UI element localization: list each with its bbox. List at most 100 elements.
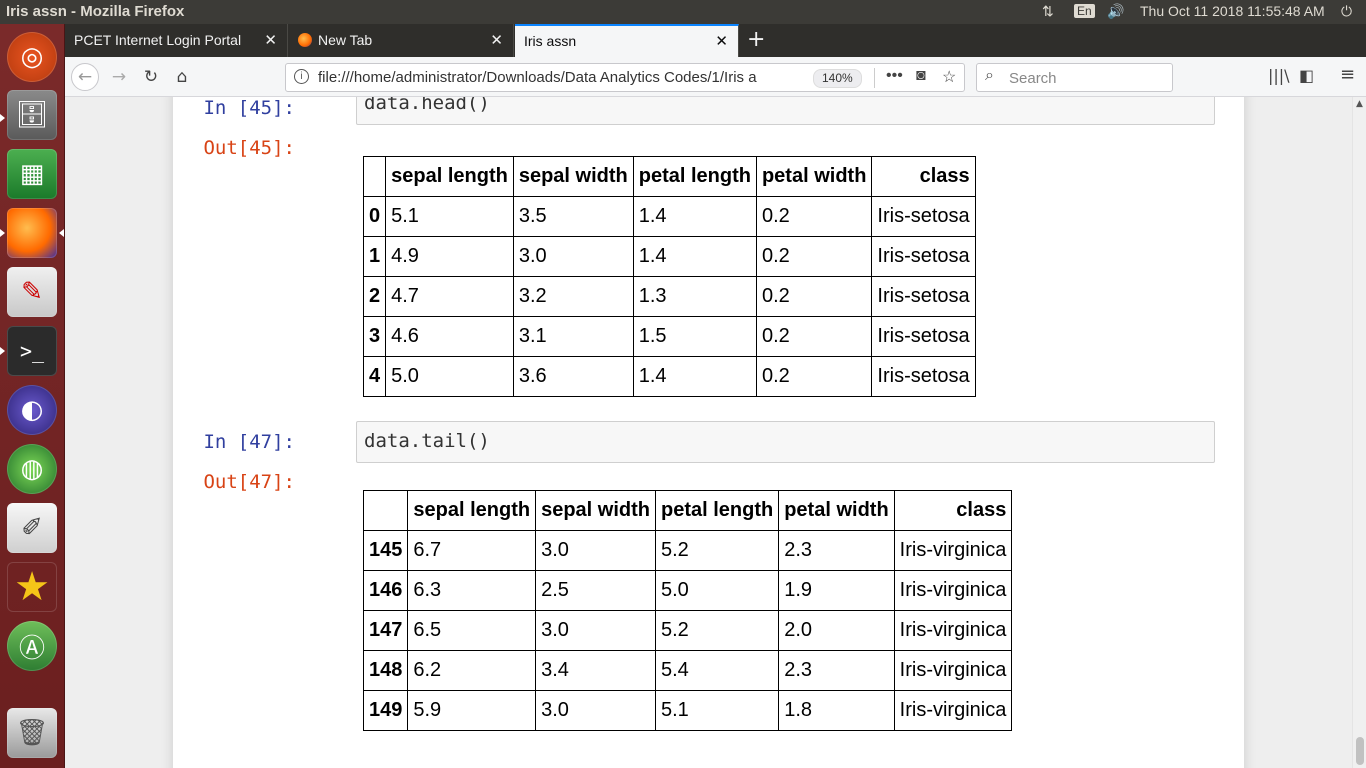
power-icon[interactable]: ⏻ <box>1341 3 1353 19</box>
table-row: 4 5.0 3.6 1.4 0.2 Iris-setosa <box>362 356 976 397</box>
column-header <box>362 490 409 531</box>
table-cell: 5.2 <box>654 530 780 571</box>
table-header-row: sepal length sepal width petal length petal… <box>362 156 976 197</box>
library-icon[interactable]: |||\ <box>1268 66 1290 85</box>
ubuntu-logo-icon[interactable]: ◎ <box>7 32 57 82</box>
table-cell: 1.4 <box>632 356 757 397</box>
search-placeholder: Search <box>1009 70 1057 87</box>
column-header <box>362 156 387 197</box>
keyboard-layout-indicator[interactable]: En <box>1074 4 1095 18</box>
url-text[interactable]: file:///home/administrator/Downloads/Dat… <box>318 69 757 86</box>
terminal-icon[interactable]: >_ <box>7 326 57 376</box>
firefox-icon[interactable] <box>7 208 57 258</box>
table-cell: 6.3 <box>407 570 537 611</box>
page-actions-icon[interactable]: ••• <box>886 67 903 84</box>
row-index: 149 <box>362 690 409 731</box>
document-viewer-icon[interactable]: ✎ <box>7 267 57 317</box>
row-index: 1 <box>362 236 387 277</box>
starred-app-icon[interactable]: ★ <box>7 562 57 612</box>
tab-pcet-login[interactable]: PCET Internet Login Portal ✕ <box>65 24 288 57</box>
tab-iris-assn[interactable]: Iris assn ✕ <box>515 24 739 57</box>
pocket-icon[interactable]: ◙ <box>916 67 926 84</box>
close-tab-icon[interactable]: ✕ <box>715 33 728 50</box>
dataframe-table-tail: sepal length sepal width petal length petal… <box>362 490 1013 731</box>
column-header: sepal length <box>407 490 537 531</box>
scrollbar-thumb[interactable] <box>1356 737 1364 765</box>
home-icon[interactable]: ⌂ <box>176 67 188 87</box>
notebook-container: In [45]: data.head() Out[45]: sepal leng… <box>173 97 1244 768</box>
navigation-bar: ← → ↻ ⌂ i file:///home/administrator/Dow… <box>65 57 1366 97</box>
column-header: sepal width <box>535 490 656 531</box>
zoom-level-badge[interactable]: 140% <box>813 69 862 88</box>
reload-icon[interactable]: ↻ <box>143 67 159 87</box>
network-icon[interactable]: ⇅ <box>1042 3 1054 19</box>
row-index: 146 <box>362 570 409 611</box>
table-cell: 3.4 <box>535 650 656 691</box>
row-index: 0 <box>362 196 387 237</box>
table-cell: 3.0 <box>512 236 634 277</box>
bookmark-star-icon[interactable]: ☆ <box>942 69 957 86</box>
table-cell: 5.1 <box>654 690 780 731</box>
table-cell: 6.2 <box>407 650 537 691</box>
spreadsheet-icon[interactable]: ▦ <box>7 149 57 199</box>
table-cell: 3.6 <box>512 356 634 397</box>
dataframe-table-head: sepal length sepal width petal length petal… <box>362 156 976 397</box>
table-cell: 2.3 <box>778 650 895 691</box>
input-prompt: In [45]: <box>203 97 295 119</box>
table-cell: 1.5 <box>632 316 757 357</box>
vertical-scrollbar[interactable]: ▲ <box>1352 97 1366 768</box>
table-cell: 5.0 <box>654 570 780 611</box>
table-cell: 2.0 <box>778 610 895 651</box>
search-bar[interactable]: ⌕ Search <box>976 63 1173 92</box>
clock[interactable]: Thu Oct 11 2018 11:55:48 AM <box>1140 3 1325 19</box>
column-header: class <box>893 490 1013 531</box>
column-header: petal length <box>654 490 780 531</box>
table-cell: 6.5 <box>407 610 537 651</box>
table-cell: 1.3 <box>632 276 757 317</box>
tab-label: Iris assn <box>524 33 577 49</box>
back-arrow-icon[interactable]: ← <box>71 63 99 91</box>
forward-arrow-icon[interactable]: → <box>111 67 127 87</box>
table-cell: 0.2 <box>755 236 873 277</box>
table-cell: 1.4 <box>632 236 757 277</box>
tab-bar: PCET Internet Login Portal ✕ New Tab ✕ I… <box>65 24 1366 57</box>
url-bar[interactable]: i file:///home/administrator/Downloads/D… <box>285 63 965 92</box>
code-cell[interactable]: data.tail() <box>356 421 1215 463</box>
scroll-up-arrow-icon[interactable]: ▲ <box>1356 99 1363 109</box>
menu-hamburger-icon[interactable]: ≡ <box>1340 64 1356 85</box>
table-cell: 1.9 <box>778 570 895 611</box>
sidebar-icon[interactable]: ◧ <box>1299 66 1315 85</box>
table-cell: 4.7 <box>385 276 514 317</box>
table-row: 149 5.9 3.0 5.1 1.8 Iris-virginica <box>362 690 1013 731</box>
search-icon: ⌕ <box>985 67 994 84</box>
globe-app-icon[interactable]: ◍ <box>7 444 57 494</box>
row-index: 145 <box>362 530 409 571</box>
column-header: petal width <box>778 490 895 531</box>
eclipse-icon[interactable]: ◐ <box>7 385 57 435</box>
table-cell: Iris-setosa <box>871 196 976 237</box>
system-top-bar: Iris assn - Mozilla Firefox ⇅ En 🔊 Thu O… <box>0 0 1366 24</box>
close-tab-icon[interactable]: ✕ <box>490 32 503 49</box>
new-tab-plus-icon[interactable]: + <box>747 27 766 52</box>
software-updater-icon[interactable]: Ⓐ <box>7 621 57 671</box>
trash-icon[interactable]: 🗑 <box>7 708 57 758</box>
column-header: class <box>871 156 976 197</box>
column-header: petal length <box>632 156 757 197</box>
table-cell: Iris-setosa <box>871 236 976 277</box>
files-icon[interactable]: 🗄 <box>7 90 57 140</box>
tab-new-tab[interactable]: New Tab ✕ <box>289 24 514 57</box>
table-cell: 3.0 <box>535 690 656 731</box>
volume-icon[interactable]: 🔊 <box>1107 3 1125 19</box>
table-cell: 5.2 <box>654 610 780 651</box>
close-tab-icon[interactable]: ✕ <box>264 32 277 49</box>
site-info-icon[interactable]: i <box>294 69 309 84</box>
table-cell: 5.4 <box>654 650 780 691</box>
code-cell[interactable]: data.head() <box>356 97 1215 125</box>
text-editor-icon[interactable]: ✐ <box>7 503 57 553</box>
table-row: 146 6.3 2.5 5.0 1.9 Iris-virginica <box>362 570 1013 611</box>
table-cell: 5.9 <box>407 690 537 731</box>
table-row: 147 6.5 3.0 5.2 2.0 Iris-virginica <box>362 610 1013 651</box>
table-cell: 3.1 <box>512 316 634 357</box>
window-title: Iris assn - Mozilla Firefox <box>6 3 185 20</box>
table-row: 1 4.9 3.0 1.4 0.2 Iris-setosa <box>362 236 976 277</box>
